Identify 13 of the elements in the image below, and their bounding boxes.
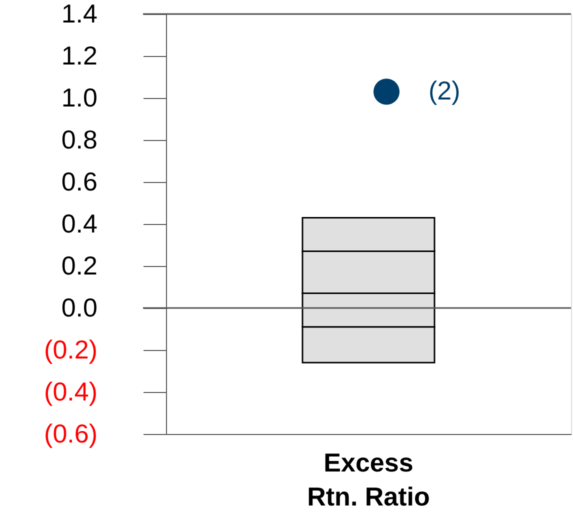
y-tick-label: (0.4) bbox=[44, 376, 98, 406]
y-tick-label: 1.0 bbox=[61, 82, 98, 112]
y-tick-label: 0.0 bbox=[61, 292, 98, 322]
y-tick-label: 0.4 bbox=[61, 208, 98, 238]
y-tick-label: 0.6 bbox=[61, 166, 98, 196]
x-tick-label: Excess Rtn. Ratio bbox=[307, 448, 430, 512]
y-tick-label: 0.8 bbox=[61, 124, 98, 154]
y-tick-label: 0.2 bbox=[61, 250, 98, 280]
y-tick-label: (0.6) bbox=[44, 418, 98, 448]
y-tick-label: (0.2) bbox=[44, 334, 98, 364]
annotation: (2) bbox=[428, 76, 460, 106]
y-tick-label: 1.4 bbox=[61, 0, 98, 28]
y-tick-label: 1.2 bbox=[61, 40, 98, 70]
